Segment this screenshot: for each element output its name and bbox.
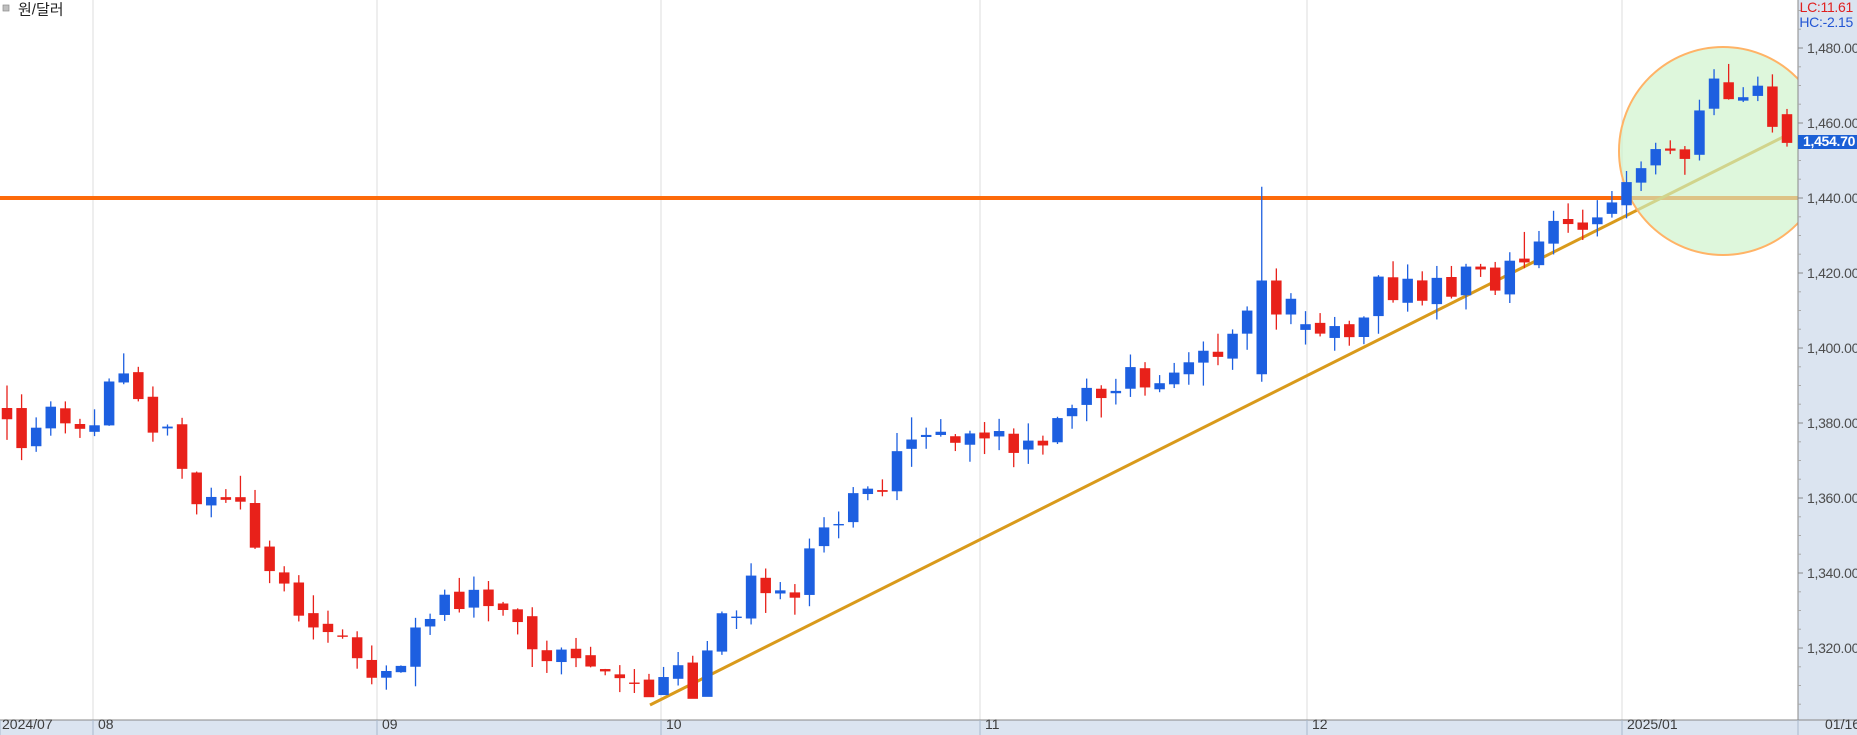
- svg-text:08: 08: [98, 716, 114, 732]
- svg-text:원/달러: 원/달러: [18, 2, 64, 19]
- svg-text:1,480.00: 1,480.00: [1807, 40, 1857, 56]
- svg-text:09: 09: [382, 716, 398, 732]
- svg-text:1,454.70: 1,454.70: [1803, 133, 1856, 149]
- svg-text:11: 11: [985, 716, 1000, 732]
- svg-text:1,360.00: 1,360.00: [1807, 490, 1857, 506]
- svg-text:HC:-2.15: HC:-2.15: [1799, 14, 1853, 30]
- svg-text:1,420.00: 1,420.00: [1807, 265, 1857, 281]
- svg-text:1,400.00: 1,400.00: [1807, 340, 1857, 356]
- svg-text:12: 12: [1312, 716, 1328, 732]
- svg-text:1,380.00: 1,380.00: [1807, 415, 1857, 431]
- svg-text:2025/01: 2025/01: [1627, 716, 1678, 732]
- svg-text:1,320.00: 1,320.00: [1807, 640, 1857, 656]
- svg-text:1,460.00: 1,460.00: [1807, 115, 1857, 131]
- svg-text:1,440.00: 1,440.00: [1807, 190, 1857, 206]
- svg-text:2024/07: 2024/07: [2, 716, 53, 732]
- svg-text:10: 10: [666, 716, 682, 732]
- svg-text:1,340.00: 1,340.00: [1807, 565, 1857, 581]
- svg-text:LC:11.61: LC:11.61: [1800, 0, 1854, 15]
- svg-text:01/16: 01/16: [1825, 716, 1857, 732]
